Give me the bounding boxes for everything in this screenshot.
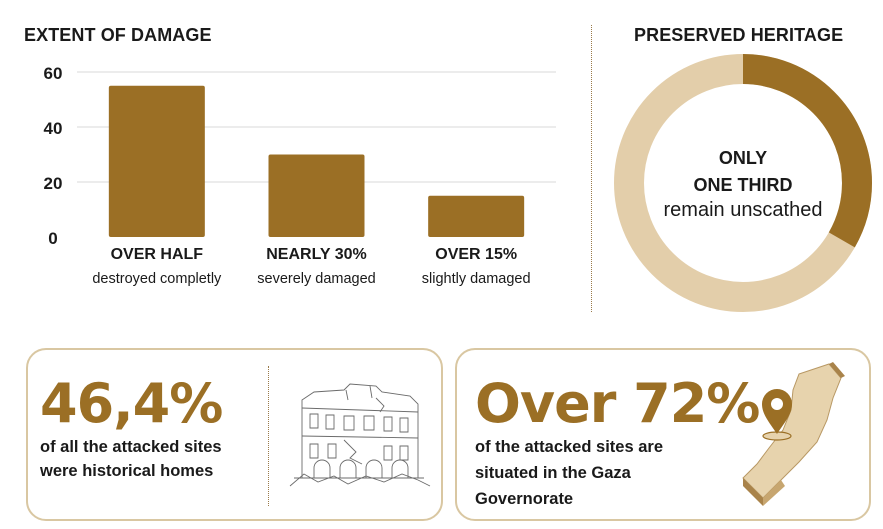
bar [428, 195, 525, 237]
stat-desc-line1: of all the attacked sites [40, 438, 222, 456]
donut-center-line1: ONLY [718, 148, 768, 168]
map-pin-icon [762, 389, 792, 434]
stat-desc-line1: of the attacked sites are [475, 438, 663, 456]
stat-card-gaza-governorate: Over 72% of the attacked sites are situa… [455, 348, 871, 521]
stat-value: Over 72% [475, 372, 760, 435]
y-tick-label: 0 [48, 229, 57, 248]
card-divider [268, 366, 269, 506]
donut-chart [614, 54, 872, 312]
damaged-building-image [289, 383, 431, 487]
gaza-strip-map-image [742, 362, 845, 506]
donut-center-line3: remain unscathed [663, 199, 823, 221]
category-sublabel: slightly damaged [422, 271, 531, 287]
stat-card-historical-homes: 46,4% of all the attacked sites were his… [26, 348, 443, 521]
bar-chart: 0 20 40 60 OVER HALF destroyed completly NEARL… [44, 64, 556, 287]
donut-center-label: ONLY ONE THIRD remain unscathed [616, 56, 870, 310]
bar [268, 154, 365, 237]
y-tick-label: 40 [44, 119, 63, 138]
category-label: OVER 15% [435, 246, 517, 263]
bar [108, 85, 205, 237]
donut-center-line2: ONE THIRD [693, 175, 793, 195]
y-tick-label: 20 [44, 174, 63, 193]
section-divider [591, 25, 592, 312]
donut-slice-unscathed [614, 54, 872, 312]
stat-desc-line2: situated in the Gaza [475, 464, 631, 482]
stat-desc-line2: were historical homes [40, 462, 214, 480]
category-sublabel: severely damaged [257, 271, 376, 287]
category-label: OVER HALF [111, 246, 204, 263]
y-tick-label: 60 [44, 64, 63, 83]
bar-chart-title: EXTENT OF DAMAGE [24, 25, 212, 45]
stat-value: 46,4% [40, 372, 223, 435]
donut-chart-title: PRESERVED HERITAGE [634, 25, 844, 45]
stat-desc-line3: Governorate [475, 490, 574, 508]
category-label: NEARLY 30% [266, 246, 367, 263]
category-sublabel: destroyed completly [92, 271, 222, 287]
